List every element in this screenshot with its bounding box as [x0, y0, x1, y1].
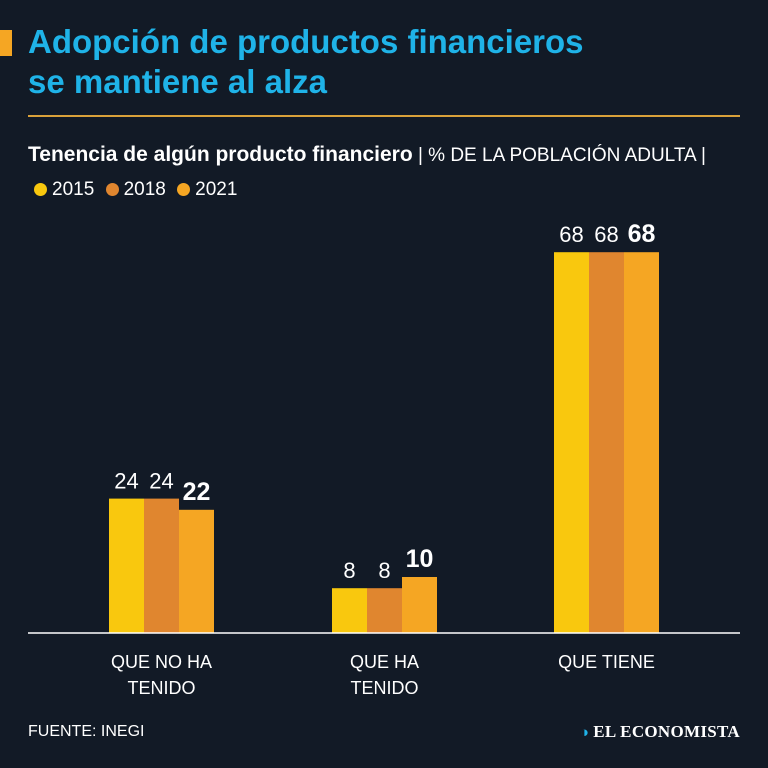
- data-label-3-2015: 68: [559, 222, 583, 247]
- category-label-2-line-2: TENIDO: [350, 678, 418, 698]
- data-label-2-2018: 8: [378, 558, 390, 583]
- legend-item-2018: 2018: [100, 179, 166, 200]
- category-label-1-line-1: QUE NO HA: [111, 652, 212, 672]
- brand-mark-icon: ◑: [579, 725, 590, 741]
- legend-dot-2015: [34, 183, 47, 196]
- brand-logo: ◑ EL ECONOMISTA: [580, 722, 740, 742]
- bar-2-2021: [402, 577, 437, 633]
- bar-1-2018: [144, 498, 179, 633]
- legend-dot-2018: [105, 183, 119, 196]
- source-label: FUENTE: INEGI: [28, 723, 145, 740]
- title-line-1: Adopción de productos financieros: [28, 23, 584, 60]
- title-line-2: se mantiene al alza: [28, 63, 327, 100]
- bar-1-2021: [179, 509, 214, 633]
- accent-bar: [0, 30, 12, 56]
- chart-title: Adopción de productos financieros se man…: [28, 22, 748, 102]
- subtitle-separator-2: |: [700, 145, 706, 166]
- category-label-2-line-1: QUE HA: [350, 652, 419, 672]
- bar-3-2015: [554, 252, 589, 633]
- data-label-3-2018: 68: [594, 222, 618, 247]
- legend-label-2015: 2015: [52, 179, 95, 200]
- category-label-3-line-1: QUE TIENE: [558, 652, 655, 672]
- title-rule: [28, 115, 740, 117]
- bar-1-2015: [109, 498, 144, 633]
- data-label-1-2015: 24: [114, 469, 138, 494]
- subtitle-unit: % DE LA POBLACIÓN ADULTA: [428, 145, 696, 166]
- data-label-3-2021: 68: [628, 220, 656, 248]
- data-label-1-2021: 22: [183, 478, 211, 506]
- legend-item-2015: 2015: [28, 179, 94, 200]
- legend-dot-2021: [177, 183, 191, 196]
- data-label-2-2015: 8: [343, 558, 355, 583]
- category-label-1-line-2: TENIDO: [127, 678, 195, 698]
- bar-2-2018: [367, 588, 402, 633]
- bar-2-2015: [332, 588, 367, 633]
- data-label-1-2018: 24: [149, 469, 173, 494]
- data-label-2-2021: 10: [406, 545, 434, 573]
- legend-item-2021: 2021: [171, 179, 237, 200]
- bar-3-2018: [589, 252, 624, 633]
- legend-label-2021: 2021: [195, 179, 238, 200]
- brand-name: EL ECONOMISTA: [593, 722, 740, 741]
- subtitle-bold: Tenencia de algún producto financiero: [28, 143, 413, 166]
- legend-label-2018: 2018: [123, 179, 166, 200]
- subtitle-separator: |: [417, 145, 423, 166]
- chart-subtitle: Tenencia de algún producto financiero | …: [28, 138, 740, 207]
- bar-3-2021: [624, 252, 659, 633]
